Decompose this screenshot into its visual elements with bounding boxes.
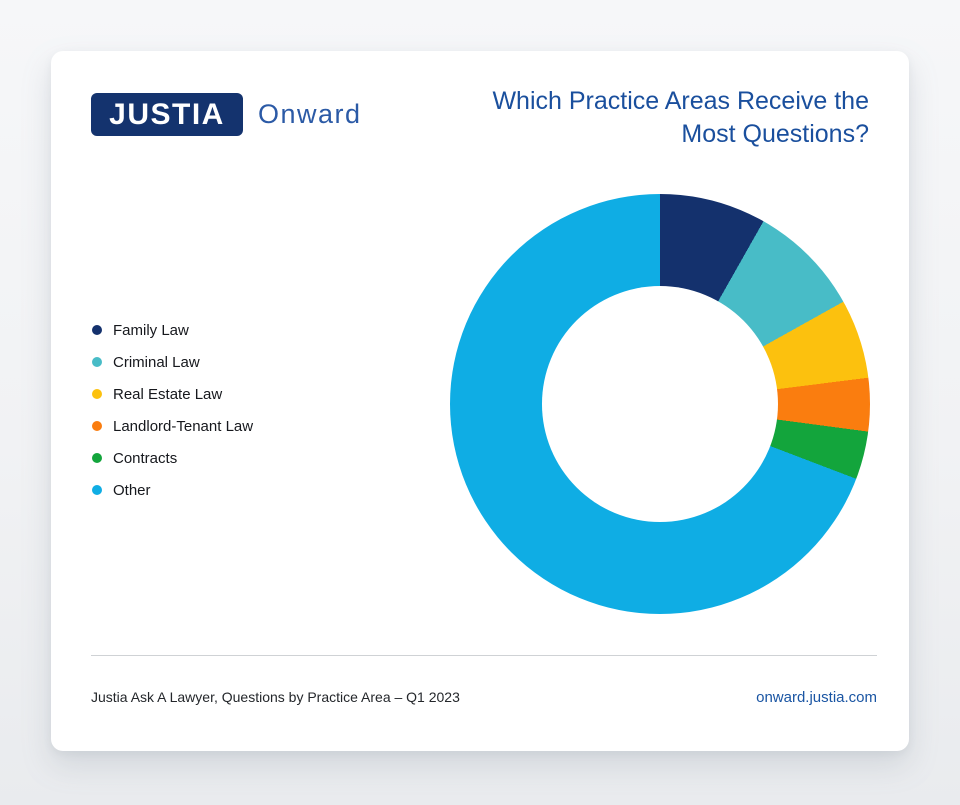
justia-logo-text: JUSTIA — [109, 97, 225, 131]
onward-logo-text: Onward — [258, 99, 362, 129]
legend-dot-icon — [92, 485, 102, 495]
page-title: Which Practice Areas Receive the Most Qu… — [492, 87, 869, 148]
legend-label: Criminal Law — [113, 353, 200, 371]
footer-source-text: Justia Ask A Lawyer, Questions by Practi… — [91, 689, 460, 705]
legend-dot-icon — [92, 325, 102, 335]
legend-label: Real Estate Law — [113, 385, 223, 403]
legend-item: Landlord-Tenant Law — [92, 410, 253, 442]
legend-label: Family Law — [113, 321, 189, 339]
legend-dot-icon — [92, 421, 102, 431]
legend-dot-icon — [92, 389, 102, 399]
footer-site-link[interactable]: onward.justia.com — [756, 689, 877, 706]
page-background: { "page": { "background_top": "#f6f7f9",… — [0, 51, 960, 805]
legend-dot-icon — [92, 357, 102, 367]
legend-item: Contracts — [92, 442, 253, 474]
legend-dot-icon — [92, 453, 102, 463]
legend-item: Family Law — [92, 314, 253, 346]
chart-legend: Family Law Criminal Law Real Estate Law Lan… — [92, 314, 253, 506]
justia-logo-box: JUSTIA — [91, 93, 243, 136]
justia-onward-logo: JUSTIA Onward — [91, 93, 362, 136]
legend-item: Real Estate Law — [92, 378, 253, 410]
donut-chart — [450, 194, 870, 614]
legend-label: Landlord-Tenant Law — [113, 417, 254, 435]
footer: Justia Ask A Lawyer, Questions by Practi… — [91, 689, 877, 706]
donut-hole — [541, 285, 779, 523]
infographic-card: JUSTIA Onward Which Practice Areas Recei… — [51, 51, 909, 751]
legend-label: Contracts — [113, 449, 178, 467]
legend-label: Other — [113, 481, 151, 499]
legend-item: Criminal Law — [92, 346, 253, 378]
legend-item: Other — [92, 474, 253, 506]
footer-divider — [91, 655, 877, 656]
